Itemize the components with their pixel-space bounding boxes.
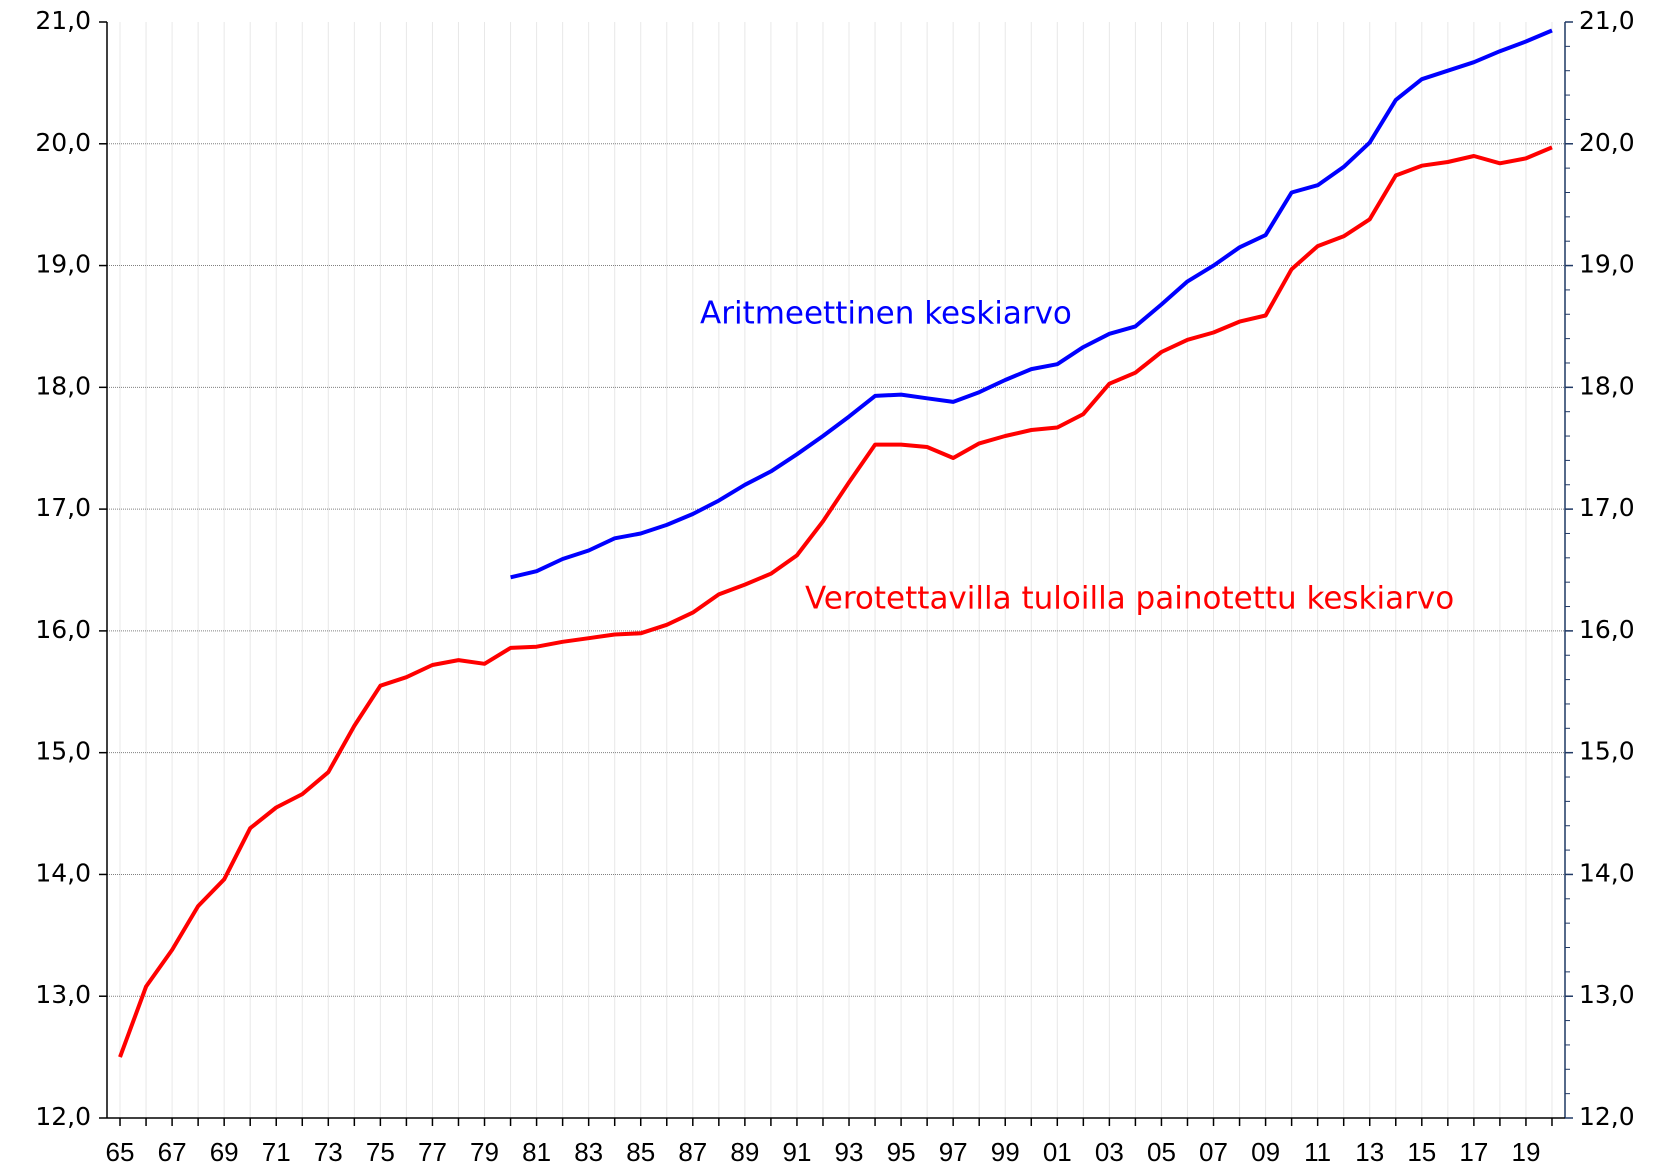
x-tick-label: 05 [1147, 1137, 1176, 1167]
x-tick-label: 69 [210, 1137, 239, 1167]
x-tick-label: 77 [418, 1137, 447, 1167]
x-tick-label: 79 [470, 1137, 499, 1167]
series-label: Aritmeettinen keskiarvo [700, 296, 1072, 332]
x-tick-label: 73 [314, 1137, 343, 1167]
x-tick-label: 89 [730, 1137, 759, 1167]
y2-tick-label: 15,0 [1579, 737, 1635, 766]
y2-tick-label: 21,0 [1579, 6, 1635, 35]
x-tick-label: 71 [262, 1137, 291, 1167]
x-tick-label: 83 [574, 1137, 603, 1167]
y-tick-label: 19,0 [35, 250, 91, 279]
x-tick-label: 91 [782, 1137, 811, 1167]
y2-tick-label: 20,0 [1579, 128, 1635, 157]
x-tick-label: 85 [626, 1137, 655, 1167]
x-tick-label: 95 [887, 1137, 916, 1167]
x-tick-label: 09 [1251, 1137, 1280, 1167]
y2-tick-label: 19,0 [1579, 250, 1635, 279]
x-tick-label: 65 [106, 1137, 135, 1167]
x-tick-label: 97 [939, 1137, 968, 1167]
x-tick-label: 87 [678, 1137, 707, 1167]
y2-tick-label: 12,0 [1579, 1102, 1635, 1131]
y2-tick-label: 17,0 [1579, 493, 1635, 522]
series-label: Verotettavilla tuloilla painotettu keski… [805, 581, 1454, 617]
y-tick-label: 18,0 [35, 371, 91, 400]
y-tick-label: 16,0 [35, 615, 91, 644]
x-tick-label: 75 [366, 1137, 395, 1167]
x-tick-label: 15 [1407, 1137, 1436, 1167]
y-tick-label: 12,0 [35, 1102, 91, 1131]
x-tick-label: 81 [522, 1137, 551, 1167]
y2-tick-label: 18,0 [1579, 371, 1635, 400]
x-tick-label: 93 [835, 1137, 864, 1167]
y-tick-label: 17,0 [35, 493, 91, 522]
x-tick-label: 99 [991, 1137, 1020, 1167]
y-tick-label: 15,0 [35, 737, 91, 766]
y-tick-label: 13,0 [35, 980, 91, 1009]
x-tick-label: 01 [1043, 1137, 1072, 1167]
y-tick-label: 21,0 [35, 6, 91, 35]
x-tick-label: 13 [1355, 1137, 1384, 1167]
x-tick-label: 11 [1304, 1137, 1331, 1167]
y-tick-label: 20,0 [35, 128, 91, 157]
x-tick-label: 67 [158, 1137, 187, 1167]
x-tick-label: 07 [1199, 1137, 1228, 1167]
y-tick-label: 14,0 [35, 858, 91, 887]
series-line [118, 145, 1553, 1058]
x-tick-label: 19 [1511, 1137, 1540, 1167]
y2-tick-label: 14,0 [1579, 858, 1635, 887]
x-tick-label: 03 [1095, 1137, 1124, 1167]
series-line [510, 28, 1553, 580]
y2-tick-label: 13,0 [1579, 980, 1635, 1009]
x-tick-label: 17 [1459, 1137, 1488, 1167]
y2-tick-label: 16,0 [1579, 615, 1635, 644]
